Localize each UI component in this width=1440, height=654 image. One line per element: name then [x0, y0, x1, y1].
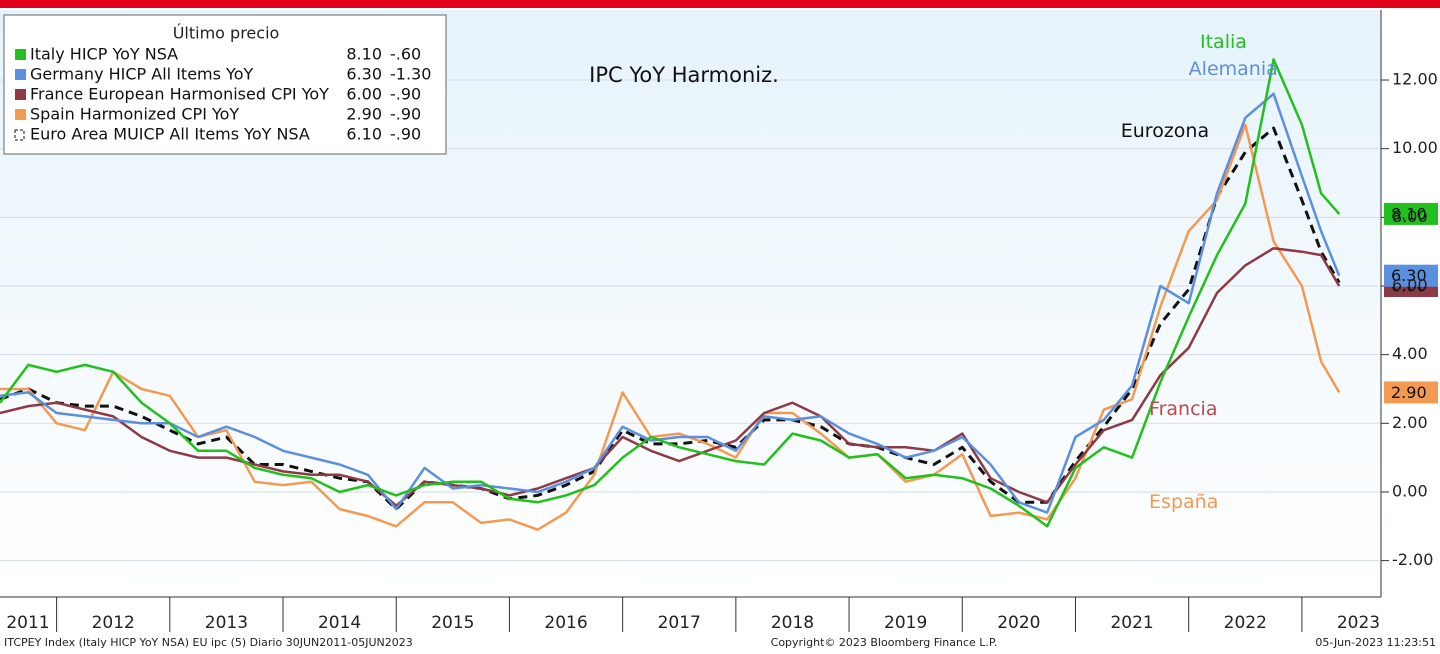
footer-left: ITCPEY Index (Italy HICP YoY NSA) EU ipc…	[4, 636, 413, 649]
legend-label: France European Harmonised CPI YoY	[30, 85, 329, 104]
footer-center: Copyright© 2023 Bloomberg Finance L.P.	[771, 636, 998, 649]
legend-swatch	[15, 69, 26, 80]
x-tick-label: 2012	[92, 613, 135, 633]
y-tick-label: 8.00	[1392, 207, 1428, 226]
legend-swatch	[15, 89, 26, 100]
x-tick-label: 2018	[771, 613, 814, 633]
axis-tag	[1384, 264, 1438, 287]
series-line	[0, 126, 1341, 511]
series-line	[0, 58, 1341, 528]
legend-last: 6.30	[346, 65, 382, 84]
legend-label: Spain Harmonized CPI YoY	[30, 105, 239, 124]
y-tick-label: 12.00	[1392, 70, 1438, 89]
axis-tag	[1384, 202, 1438, 225]
y-tick-label: 6.00	[1392, 275, 1428, 294]
x-tick-label: 2016	[544, 613, 587, 633]
legend-last: 6.00	[346, 85, 382, 104]
legend-label: Euro Area MUICP All Items YoY NSA	[30, 125, 310, 144]
x-tick-label: 2017	[658, 613, 701, 633]
annotation: Francia	[1149, 398, 1217, 420]
annotation: Eurozona	[1121, 120, 1209, 142]
x-tick-label: 2014	[318, 613, 361, 633]
legend-change: -1.30	[390, 65, 431, 84]
x-tick-label: 2020	[997, 613, 1040, 633]
axis-tag-label: 6.30	[1391, 266, 1427, 285]
legend-change: -.90	[390, 105, 421, 124]
annotation: España	[1149, 491, 1218, 513]
x-tick-label: 2021	[1110, 613, 1153, 633]
x-tick-label: 2023	[1337, 613, 1380, 633]
legend-last: 8.10	[346, 45, 382, 64]
legend-label: Germany HICP All Items YoY	[30, 65, 253, 84]
legend-swatch	[15, 109, 26, 120]
footer-right: 05-Jun-2023 11:23:51	[1315, 636, 1436, 649]
y-tick-label: 0.00	[1392, 481, 1428, 500]
axis-tag-label: 2.90	[1391, 383, 1427, 402]
x-tick-label: 2015	[431, 613, 474, 633]
legend-change: -.90	[390, 85, 421, 104]
legend-swatch	[14, 129, 25, 141]
annotation: Italia	[1200, 31, 1247, 53]
legend-last: 2.90	[346, 105, 382, 124]
series-line	[0, 123, 1341, 531]
axis-tag-label: 8.10	[1391, 204, 1427, 223]
y-tick-label: 2.00	[1392, 413, 1428, 432]
legend-change: -.90	[390, 125, 421, 144]
series-line	[0, 92, 1341, 514]
y-tick-label: 4.00	[1392, 344, 1428, 363]
x-tick-label: 2019	[884, 613, 927, 633]
legend-last: 6.10	[346, 125, 382, 144]
legend-change: -.60	[390, 45, 421, 64]
y-tick-label: -2.00	[1392, 550, 1433, 569]
x-tick-label: 2011	[6, 613, 49, 633]
legend-box	[3, 14, 447, 155]
legend-label: Italy HICP YoY NSA	[30, 45, 178, 64]
legend-title: Último precio	[173, 24, 280, 43]
chart-title: IPC YoY Harmoniz.	[589, 63, 779, 87]
top-bar	[0, 0, 1440, 8]
annotation: Alemania	[1189, 58, 1278, 80]
x-tick-label: 2013	[205, 613, 248, 633]
series-line	[0, 246, 1341, 507]
x-tick-label: 2022	[1224, 613, 1267, 633]
y-tick-label: 10.00	[1392, 138, 1438, 157]
legend-swatch	[15, 49, 26, 60]
axis-tag	[1384, 381, 1438, 404]
